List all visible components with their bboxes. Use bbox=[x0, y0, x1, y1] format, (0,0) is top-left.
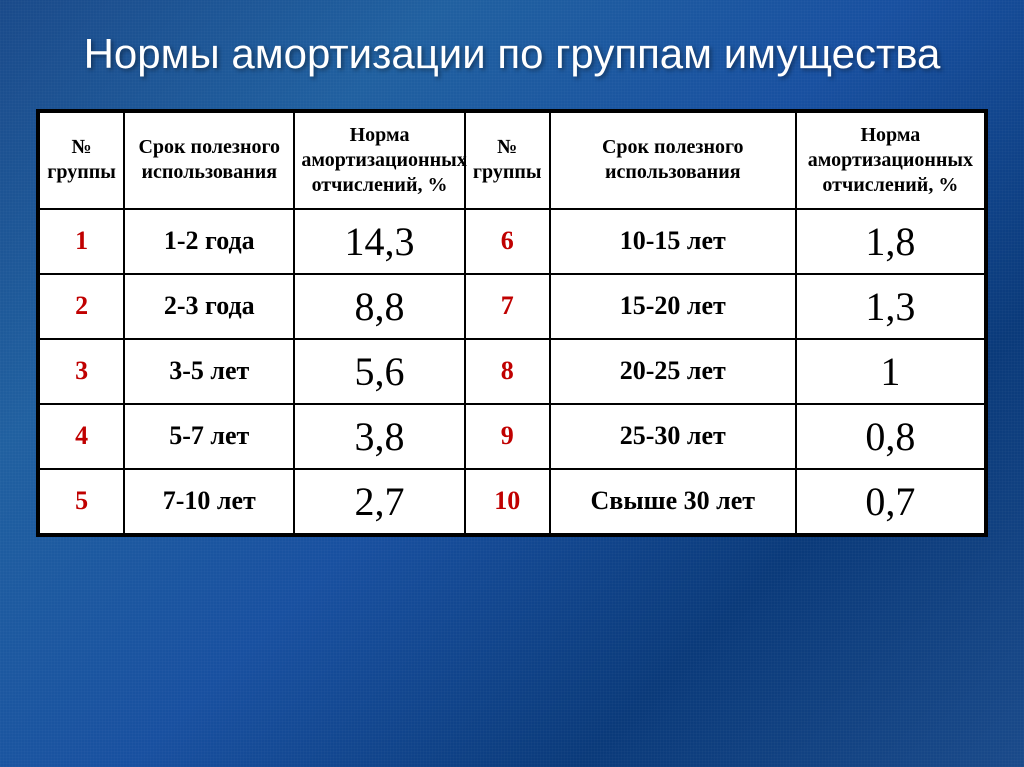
col-header-period-right: Срок полезного использования bbox=[550, 112, 796, 209]
cell-period: 5-7 лет bbox=[124, 404, 294, 469]
cell-rate: 14,3 bbox=[294, 209, 464, 274]
cell-period: 1-2 года bbox=[124, 209, 294, 274]
cell-period: 3-5 лет bbox=[124, 339, 294, 404]
amortization-table: № группы Срок полезного использования Но… bbox=[38, 111, 986, 535]
table-row: 1 1-2 года 14,3 6 10-15 лет 1,8 bbox=[39, 209, 985, 274]
cell-group-num: 1 bbox=[39, 209, 124, 274]
cell-rate: 1,3 bbox=[796, 274, 985, 339]
cell-period: 25-30 лет bbox=[550, 404, 796, 469]
cell-rate: 0,7 bbox=[796, 469, 985, 534]
table-row: 3 3-5 лет 5,6 8 20-25 лет 1 bbox=[39, 339, 985, 404]
cell-rate: 2,7 bbox=[294, 469, 464, 534]
cell-group-num: 7 bbox=[465, 274, 550, 339]
cell-rate: 1,8 bbox=[796, 209, 985, 274]
col-header-group-left: № группы bbox=[39, 112, 124, 209]
table-row: 2 2-3 года 8,8 7 15-20 лет 1,3 bbox=[39, 274, 985, 339]
cell-group-num: 5 bbox=[39, 469, 124, 534]
cell-rate: 3,8 bbox=[294, 404, 464, 469]
col-header-group-right: № группы bbox=[465, 112, 550, 209]
page-title: Нормы амортизации по группам имущества bbox=[36, 28, 988, 81]
cell-group-num: 8 bbox=[465, 339, 550, 404]
table-header-row: № группы Срок полезного использования Но… bbox=[39, 112, 985, 209]
col-header-rate-left: Норма амортизационных отчислений, % bbox=[294, 112, 464, 209]
cell-period: Свыше 30 лет bbox=[550, 469, 796, 534]
cell-period: 10-15 лет bbox=[550, 209, 796, 274]
cell-period: 2-3 года bbox=[124, 274, 294, 339]
cell-period: 15-20 лет bbox=[550, 274, 796, 339]
cell-group-num: 10 bbox=[465, 469, 550, 534]
cell-period: 20-25 лет bbox=[550, 339, 796, 404]
cell-period: 7-10 лет bbox=[124, 469, 294, 534]
col-header-rate-right: Норма амортизационных отчислений, % bbox=[796, 112, 985, 209]
cell-group-num: 9 bbox=[465, 404, 550, 469]
amortization-table-container: № группы Срок полезного использования Но… bbox=[36, 109, 988, 537]
cell-rate: 8,8 bbox=[294, 274, 464, 339]
cell-group-num: 2 bbox=[39, 274, 124, 339]
cell-rate: 1 bbox=[796, 339, 985, 404]
cell-group-num: 6 bbox=[465, 209, 550, 274]
slide: Нормы амортизации по группам имущества №… bbox=[0, 0, 1024, 573]
cell-rate: 5,6 bbox=[294, 339, 464, 404]
table-row: 4 5-7 лет 3,8 9 25-30 лет 0,8 bbox=[39, 404, 985, 469]
cell-group-num: 4 bbox=[39, 404, 124, 469]
cell-group-num: 3 bbox=[39, 339, 124, 404]
col-header-period-left: Срок полезного использования bbox=[124, 112, 294, 209]
table-row: 5 7-10 лет 2,7 10 Свыше 30 лет 0,7 bbox=[39, 469, 985, 534]
cell-rate: 0,8 bbox=[796, 404, 985, 469]
